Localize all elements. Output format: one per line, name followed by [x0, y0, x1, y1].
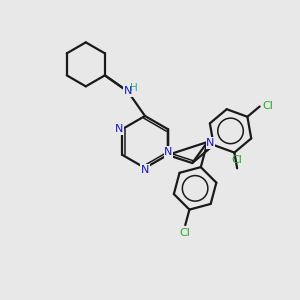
Text: N: N [141, 165, 149, 175]
Text: N: N [115, 124, 124, 134]
Text: Cl: Cl [232, 155, 243, 165]
Text: N: N [206, 138, 215, 148]
Text: Cl: Cl [263, 101, 274, 112]
Text: H: H [130, 83, 138, 93]
Text: Cl: Cl [180, 228, 191, 238]
Text: N: N [124, 86, 132, 96]
Text: N: N [164, 147, 173, 157]
